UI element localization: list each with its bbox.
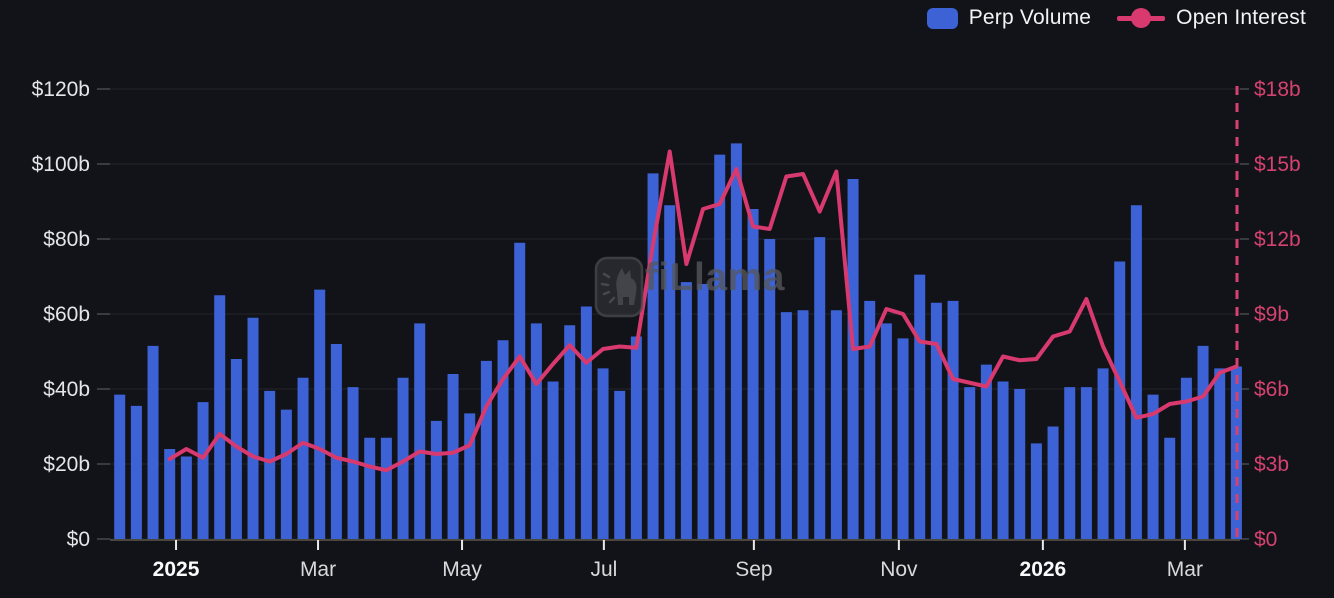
volume-bar[interactable] xyxy=(130,405,142,539)
volume-bar[interactable] xyxy=(947,300,959,539)
volume-bar[interactable] xyxy=(914,274,926,539)
y-axis-label-left: $20b xyxy=(43,453,90,476)
volume-bar[interactable] xyxy=(330,344,342,539)
y-axis-label-left: $0 xyxy=(67,528,90,551)
volume-bar[interactable] xyxy=(380,437,392,539)
volume-bar[interactable] xyxy=(1114,261,1126,540)
volume-bar[interactable] xyxy=(480,360,492,539)
legend-label-open-interest: Open Interest xyxy=(1176,6,1306,29)
volume-bar[interactable] xyxy=(164,449,176,539)
volume-bar[interactable] xyxy=(1047,426,1059,540)
volume-bar[interactable] xyxy=(1030,443,1042,539)
x-axis-label: 2026 xyxy=(1020,558,1067,581)
volume-bar[interactable] xyxy=(1080,387,1092,539)
volume-bar[interactable] xyxy=(864,300,876,539)
volume-bar[interactable] xyxy=(297,377,309,539)
volume-bar[interactable] xyxy=(564,325,576,539)
volume-bar[interactable] xyxy=(280,409,292,539)
volume-bar[interactable] xyxy=(614,390,626,539)
volume-bar[interactable] xyxy=(1180,377,1192,539)
line-marker-icon xyxy=(1117,7,1166,29)
volume-bar[interactable] xyxy=(680,282,692,539)
volume-bar[interactable] xyxy=(580,306,592,540)
volume-bar[interactable] xyxy=(980,364,992,539)
volume-bar[interactable] xyxy=(997,381,1009,540)
volume-bar[interactable] xyxy=(930,302,942,539)
legend-item-perp-volume[interactable]: Perp Volume xyxy=(926,6,1092,30)
volume-bar[interactable] xyxy=(247,317,259,539)
volume-bar[interactable] xyxy=(797,310,809,539)
volume-bar[interactable] xyxy=(1130,205,1142,539)
y-axis-label-right: $12b xyxy=(1254,228,1301,251)
y-axis-label-right: $3b xyxy=(1254,453,1289,476)
volume-bar[interactable] xyxy=(497,340,509,539)
volume-bar[interactable] xyxy=(1064,387,1076,539)
volume-bar[interactable] xyxy=(1197,345,1209,539)
volume-bar[interactable] xyxy=(897,338,909,539)
volume-bar[interactable] xyxy=(430,420,442,539)
volume-bar[interactable] xyxy=(364,437,376,539)
y-axis-label-right: $0 xyxy=(1254,528,1277,551)
x-axis-label: May xyxy=(442,558,482,581)
x-axis-label: Sep xyxy=(735,558,772,581)
volume-bar[interactable] xyxy=(147,345,159,539)
volume-bar[interactable] xyxy=(764,239,776,539)
volume-bar[interactable] xyxy=(230,359,242,539)
volume-bar[interactable] xyxy=(1214,368,1226,539)
volume-bar[interactable] xyxy=(397,377,409,539)
volume-bar[interactable] xyxy=(1014,389,1026,539)
chart-legend: Perp Volume Open Interest xyxy=(926,6,1306,30)
x-axis-label: Mar xyxy=(1167,558,1203,581)
y-axis-label-left: $80b xyxy=(43,228,90,251)
x-axis-label: Jul xyxy=(590,558,617,581)
volume-bar[interactable] xyxy=(964,387,976,539)
volume-bar[interactable] xyxy=(647,173,659,539)
volume-bar[interactable] xyxy=(630,336,642,540)
volume-bar[interactable] xyxy=(1097,368,1109,539)
y-axis-label-right: $6b xyxy=(1254,378,1289,401)
x-axis-label: Nov xyxy=(880,558,918,581)
volume-bar[interactable] xyxy=(814,237,826,539)
y-axis-label-left: $120b xyxy=(32,78,90,101)
volume-bar[interactable] xyxy=(530,323,542,539)
volume-bar[interactable] xyxy=(264,390,276,539)
y-axis-label-right: $9b xyxy=(1254,303,1289,326)
volume-bar[interactable] xyxy=(1230,366,1242,540)
volume-bar[interactable] xyxy=(1164,437,1176,539)
volume-bar[interactable] xyxy=(747,209,759,539)
volume-bar[interactable] xyxy=(597,368,609,539)
volume-bar[interactable] xyxy=(697,284,709,539)
legend-item-open-interest[interactable]: Open Interest xyxy=(1117,6,1306,30)
volume-bar[interactable] xyxy=(447,374,459,539)
volume-bar[interactable] xyxy=(714,154,726,539)
volume-bar[interactable] xyxy=(114,394,126,539)
volume-bar[interactable] xyxy=(730,143,742,539)
volume-bar[interactable] xyxy=(880,323,892,539)
volume-bar[interactable] xyxy=(414,323,426,539)
open-interest-line[interactable] xyxy=(167,149,1239,473)
volume-bar[interactable] xyxy=(314,289,326,539)
volume-bar[interactable] xyxy=(847,179,859,539)
volume-bar[interactable] xyxy=(514,242,526,539)
y-axis-label-left: $60b xyxy=(43,303,90,326)
volume-bar[interactable] xyxy=(547,381,559,540)
volume-bar[interactable] xyxy=(780,312,792,539)
volume-bar[interactable] xyxy=(180,456,192,540)
legend-label-perp-volume: Perp Volume xyxy=(968,6,1092,29)
volume-bar[interactable] xyxy=(664,205,676,539)
volume-bar[interactable] xyxy=(1147,394,1159,539)
bar-swatch-icon xyxy=(926,7,958,29)
volume-bar[interactable] xyxy=(197,402,209,539)
volume-bar[interactable] xyxy=(214,295,226,539)
x-axis-label: 2025 xyxy=(153,558,200,581)
y-axis-label-right: $15b xyxy=(1254,153,1301,176)
y-axis-label-left: $100b xyxy=(32,153,90,176)
x-axis-label: Mar xyxy=(300,558,336,581)
y-axis-label-left: $40b xyxy=(43,378,90,401)
volume-bar[interactable] xyxy=(830,310,842,539)
y-axis-label-right: $18b xyxy=(1254,78,1301,101)
volume-bar[interactable] xyxy=(464,413,476,539)
